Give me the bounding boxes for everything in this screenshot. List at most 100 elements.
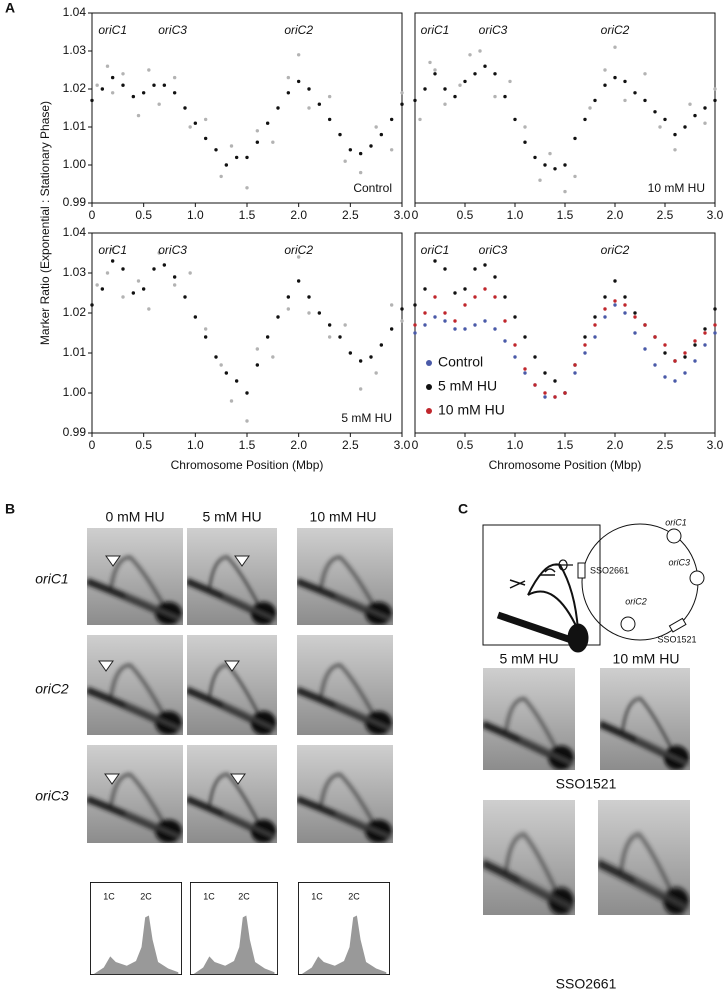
data-point [172,75,177,80]
data-point [214,148,218,152]
data-point [214,355,218,359]
legend-label: 10 mM HU [438,402,505,418]
data-point [523,371,527,375]
data-point [307,106,311,110]
data-point [663,375,667,379]
data-point [463,79,467,84]
data-point [548,151,552,156]
data-point [234,155,239,160]
data-point [458,83,462,87]
data-point [245,186,249,190]
gel-image [297,745,393,843]
data-point [418,117,422,122]
panel-c-graphics [482,523,705,915]
data-point [613,299,617,303]
data-point [286,295,291,299]
origin-annotation: oriC3 [158,243,187,257]
data-point [453,319,457,323]
data-point [358,387,363,391]
arrowhead [234,555,250,567]
y-tick-label: 1.02 [63,81,87,95]
data-point [255,129,260,133]
series [90,75,404,167]
y-axis-label: Marker Ratio (Exponential : Stationary P… [38,101,52,345]
data-point [473,267,477,271]
locus-marker [668,617,687,633]
data-point [121,267,125,271]
gel-image [87,745,183,843]
gel-image [87,635,183,735]
data-point [433,315,437,319]
condition-label: 10 mM HU [648,181,705,195]
data-point [369,144,373,148]
x-tick-label: 1.0 [187,438,204,452]
data-point [271,140,275,144]
data-point [413,331,417,335]
data-point [513,117,517,122]
data-point [703,331,707,335]
data-point [90,98,94,103]
arrowhead [105,555,121,567]
data-point [643,347,647,351]
origin-annotation: oriC1 [421,243,450,257]
data-point [453,94,457,99]
y-tick-label: 0.99 [63,195,87,209]
data-point [503,94,507,99]
data-point [713,323,717,327]
data-point [121,72,125,76]
data-point [105,64,110,68]
column-header: 0 mM HU [105,509,164,525]
data-point [255,363,260,367]
data-point [523,335,527,339]
origin-marker [666,528,682,544]
data-point [593,323,597,327]
data-point [653,110,657,114]
x-tick-label: 1.5 [557,438,574,452]
data-point [389,327,394,331]
x-axis-label: Chromosome Position (Mbp) [489,458,642,472]
x-tick-label: 2.5 [342,438,359,452]
arrowhead [224,660,240,672]
data-point [443,319,447,323]
x-tick-label: 3.0 [394,208,411,222]
y-tick-label: 1.04 [63,225,87,239]
data-point [563,163,567,167]
histogram-label: 1C [203,891,215,901]
data-point [136,113,141,118]
series [95,247,404,423]
data-point [603,68,607,72]
x-tick-label: 3.0 [707,438,724,452]
column-header: 5 mM HU [499,651,558,667]
data-point [613,303,617,307]
data-point [593,98,597,103]
data-point [673,379,677,383]
data-point [423,311,427,315]
data-point [713,98,717,103]
data-point [513,343,517,347]
data-point [683,125,687,129]
data-point [433,72,437,76]
data-point [203,327,208,331]
data-point [188,271,192,275]
data-point [327,323,332,327]
y-tick-label: 0.99 [63,425,87,439]
data-point [553,395,557,399]
legend-marker [426,384,432,390]
data-point [603,295,607,299]
x-tick-label: 0.5 [135,438,152,452]
data-point [493,275,497,279]
gel-image [187,635,277,735]
data-point [348,351,353,355]
data-point [633,91,637,95]
data-point [389,303,394,307]
data-point [379,132,384,137]
data-point [433,259,437,263]
data-point [623,303,627,307]
data-point [136,279,141,283]
data-point [503,339,507,343]
data-point [105,271,110,275]
data-point [110,259,115,263]
data-point [95,83,99,87]
data-point [296,79,301,84]
x-tick-label: 0 [89,208,96,222]
